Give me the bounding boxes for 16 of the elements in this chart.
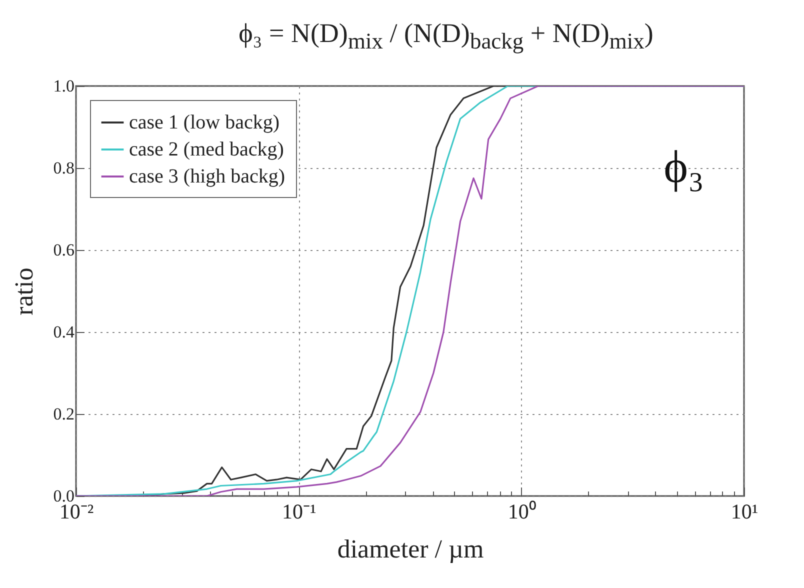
annotation: ϕ₃ (664, 141, 704, 192)
y-tick-label: 0.6 (53, 240, 74, 260)
y-tick-label: 1.0 (53, 76, 74, 96)
y-tick-label: 0.0 (53, 486, 74, 506)
y-tick-label: 0.4 (53, 322, 75, 342)
x-tick-label: 10⁻¹ (282, 500, 316, 524)
legend-label: case 3 (high backg) (129, 166, 286, 188)
x-axis-title: diameter / µm (337, 534, 484, 564)
y-axis-title: ratio (9, 268, 38, 316)
chart-title: ϕ₃ = N(D)$_{mix}$ / (N(D)$_{backg}$ + N(D)$_{mix}$) (238, 18, 654, 54)
y-tick-label: 0.8 (53, 158, 74, 178)
legend-label: case 2 (med backg) (129, 138, 284, 160)
legend-label: case 1 (low backg) (129, 112, 280, 134)
x-tick-label: 10¹ (730, 500, 758, 524)
y-tick-label: 0.2 (53, 404, 74, 424)
x-tick-label: 10⁰ (508, 500, 536, 524)
